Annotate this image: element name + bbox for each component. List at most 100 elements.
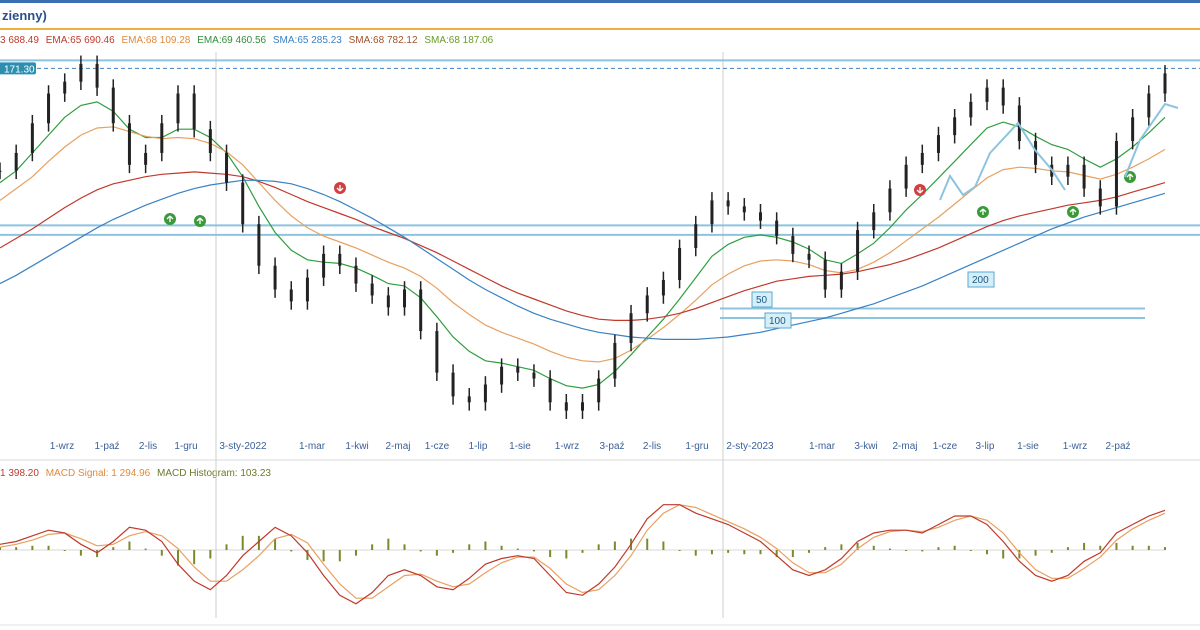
candle-body [322,253,326,278]
candle-body [661,280,665,296]
macd-histogram-bar [905,550,908,551]
candle-body [969,101,973,118]
macd-histogram-bar [1147,545,1150,550]
x-tick-label: 2-paź [1105,441,1130,452]
macd-histogram-bar [953,545,956,550]
candle-body [127,123,131,165]
x-tick-label: 2-maj [385,441,410,452]
candle-body [532,372,536,379]
candle-body [581,402,584,411]
macd-histogram-bar [775,550,778,558]
candle-body [354,265,358,284]
macd-histogram-bar [160,550,163,556]
macd-histogram-bar [468,544,471,550]
macd-histogram-bar [144,548,147,550]
candle-body [823,259,827,290]
ma-line-ema_slow [0,171,1166,321]
macd-histogram-bar [888,548,891,550]
macd-histogram-bar [257,535,260,550]
macd-histogram-bar [15,547,18,550]
candle-body [856,230,860,272]
x-tick-label: 1-mar [809,441,836,452]
pattern-line [1124,102,1179,178]
x-tick-label: 3-lip [976,441,995,452]
macd-signal: MACD Signal: 1 294.96 [45,468,151,479]
candle-body [0,170,2,172]
candle-body [14,152,18,171]
macd-histogram-bar [597,544,600,550]
macd-histogram-bar [662,541,665,550]
down-arrow-icon [336,185,344,192]
macd-histogram-bar [678,550,681,551]
macd-histogram: MACD Histogram: 103.23 [157,468,271,479]
candle-body [920,152,924,165]
ma-label-box [967,271,995,288]
macd-histogram-bar [452,550,455,553]
candle-body [1147,93,1151,118]
macd-histogram-bar [274,538,277,550]
macd-histogram-bar [1099,545,1102,550]
macd-histogram-bar [96,550,99,558]
candle-body [775,220,779,237]
candle-body [370,283,374,296]
candle-body [936,135,940,153]
candle-body [1114,141,1118,207]
x-tick-label: 1-sie [1017,441,1039,452]
candle-body [1098,188,1102,207]
macd-histogram-bar [1115,542,1118,550]
candle-body [742,206,746,213]
down-arrow-icon [916,187,924,194]
pattern-line [939,121,1066,201]
macd-histogram-bar [225,544,228,550]
up-arrow-icon [196,217,204,224]
x-tick-label: 1-lip [469,441,488,452]
x-tick-label: 2-sty-2023 [726,441,774,452]
candle-body [678,247,682,280]
macd-histogram-bar [856,542,859,550]
chart-header: zienny) [0,0,1200,30]
macd-histogram-bar [727,550,730,553]
up-arrow-icon [1126,173,1134,180]
macd-histogram-bar [0,547,1,550]
ma-line-ema_fast [0,101,1166,389]
macd-histogram-bar [532,550,535,552]
candle-body [839,271,843,290]
candle-body [791,236,795,254]
ma-label: 200 [972,275,989,286]
candle-body [1017,105,1021,142]
macd-histogram-bar [824,547,827,550]
indicator-legend: 3 688.49 EMA:65 690.46 EMA:68 109.28 EMA… [0,35,497,46]
macd-histogram-bar [193,550,196,565]
legend-item-sma-2: SMA:68 782.12 [348,35,418,46]
candle-body [694,224,698,248]
macd-histogram-bar [354,550,357,556]
ma-line-ema_mid [0,126,1166,363]
candle-body [160,123,164,153]
macd-histogram-bar [872,545,875,550]
candle-body [47,93,51,124]
macd-histogram-bar [759,550,762,555]
chart-title: zienny) [2,8,47,23]
candle-body [1131,117,1135,142]
candle-body [403,289,407,308]
candle-body [144,152,148,165]
macd-histogram-bar [322,550,325,562]
candle-body [483,384,487,403]
macd-histogram-bar [31,545,34,550]
ma-label: 100 [769,316,786,327]
candle-body [597,378,601,403]
candle-body [30,123,34,153]
macd-histogram-bar [1018,550,1021,559]
candle-body [95,63,99,88]
macd-histogram-bar [209,550,212,559]
macd-histogram-bar [128,541,131,550]
macd-histogram-bar [937,547,940,550]
macd-histogram-bar [581,550,584,553]
candle-body [338,253,342,266]
macd-histogram-bar [176,550,179,566]
macd-histogram-bar [63,550,66,551]
x-tick-label: 3-kwi [854,441,877,452]
candle-body [613,342,617,379]
macd-histogram-bar [112,547,115,550]
